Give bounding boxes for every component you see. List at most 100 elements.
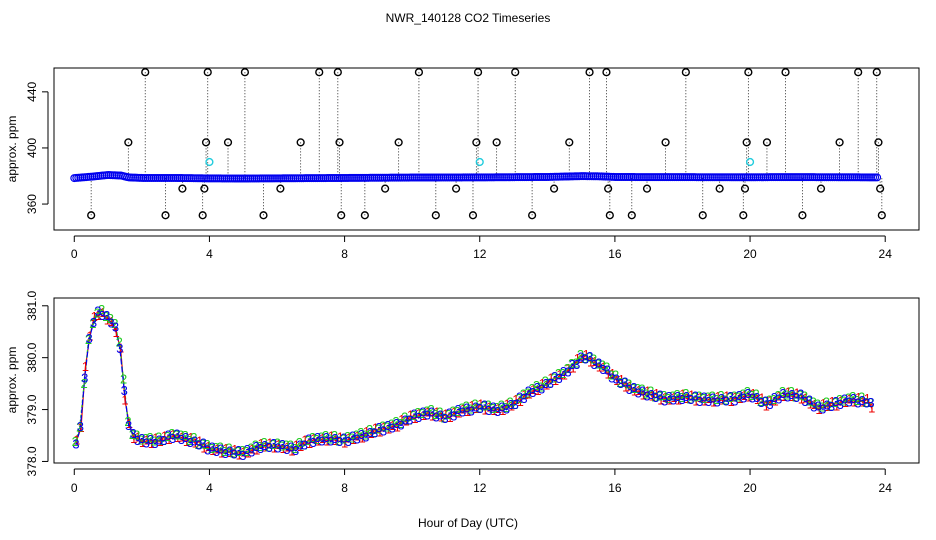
outlier-point <box>740 184 750 193</box>
series-2-marker: 2 <box>142 431 149 446</box>
outlier-point <box>315 68 324 77</box>
top-x-tick-label: 20 <box>743 247 757 261</box>
series-2-marker: 2 <box>788 384 795 399</box>
outlier-point <box>681 68 690 77</box>
series-1-marker: 1 <box>745 390 752 405</box>
series-3-marker: 3 <box>222 446 229 461</box>
series-3-marker: 3 <box>766 397 773 412</box>
series-2-marker: 2 <box>432 407 439 422</box>
series-3-marker: 3 <box>77 419 84 434</box>
series-3-marker: 3 <box>353 431 360 446</box>
series-1-marker: 1 <box>798 392 805 407</box>
outlier-point <box>642 184 652 193</box>
series-3-marker: 3 <box>586 349 593 364</box>
series-1-marker: 1 <box>460 402 467 417</box>
series-3-marker: 3 <box>481 398 488 413</box>
series-3-marker: 3 <box>832 394 839 409</box>
series-3-marker: 3 <box>437 408 444 423</box>
series-2-marker: 2 <box>669 389 676 404</box>
series-2-marker: 2 <box>195 437 202 452</box>
series-3-marker: 3 <box>349 429 356 444</box>
series-2-marker: 2 <box>133 428 140 443</box>
series-3-marker: 3 <box>129 426 136 441</box>
series-1-marker: 1 <box>811 397 818 412</box>
series-1-marker: 1 <box>279 441 286 456</box>
series-1-marker: 1 <box>758 391 765 406</box>
series-2-marker: 2 <box>146 430 153 445</box>
series-1-marker: 1 <box>148 436 155 451</box>
series-1-marker: 1 <box>622 380 629 395</box>
bottom-y-axis: 378.0 379.0 380.0 381.0 <box>25 290 49 476</box>
series-1-marker: 1 <box>521 387 528 402</box>
series-2-marker: 2 <box>695 389 702 404</box>
series-1-marker: 1 <box>271 440 278 455</box>
series-2-marker: 2 <box>638 381 645 396</box>
series-1-marker: 1 <box>424 404 431 419</box>
series-2-marker: 2 <box>203 437 210 452</box>
series-3-marker: 3 <box>753 390 760 405</box>
series-1-marker: 1 <box>310 431 317 446</box>
series-1-marker: 1 <box>165 432 172 447</box>
bottom-x-tick-label: 20 <box>743 481 757 495</box>
series-2-marker: 2 <box>164 429 171 444</box>
series-3-marker: 3 <box>718 391 725 406</box>
series-3-marker: 3 <box>239 448 246 463</box>
series-1-marker: 1 <box>95 308 102 323</box>
outlier-point <box>698 211 707 220</box>
outlier-point <box>414 68 424 77</box>
series-1-marker: 1 <box>503 396 510 411</box>
outlier-point <box>276 184 285 193</box>
series-3-marker: 3 <box>630 380 637 395</box>
series-3-marker: 3 <box>200 436 207 451</box>
series-2-marker: 2 <box>85 332 92 347</box>
series-2-marker: 2 <box>291 441 298 456</box>
series-1-marker: 1 <box>288 443 295 458</box>
series-1-marker: 1 <box>864 391 871 406</box>
series-3-marker: 3 <box>679 392 686 407</box>
outlier-point <box>872 68 881 77</box>
outlier-point <box>223 138 233 147</box>
series-3-marker: 3 <box>441 411 448 426</box>
series-2-marker: 2 <box>533 378 540 393</box>
series-2-marker: 2 <box>700 391 707 406</box>
series-3-marker: 3 <box>564 364 571 379</box>
series-2-marker: 2 <box>181 428 188 443</box>
series-3-marker: 3 <box>125 418 132 433</box>
series-2-marker: 2 <box>542 373 549 388</box>
series-2-line <box>74 308 871 455</box>
series-2-marker: 2 <box>783 387 790 402</box>
series-1-marker: 1 <box>143 433 150 448</box>
series-2-marker: 2 <box>344 429 351 444</box>
series-2-marker: 2 <box>630 381 637 396</box>
series-1-marker: 1 <box>332 433 339 448</box>
series-1-marker: 1 <box>253 443 260 458</box>
series-1-marker: 1 <box>842 395 849 410</box>
series-2-marker: 2 <box>353 428 360 443</box>
series-3-marker: 3 <box>823 398 830 413</box>
series-1-marker: 1 <box>684 391 691 406</box>
series-3-marker: 3 <box>608 370 615 385</box>
series-3-marker: 3 <box>156 432 163 447</box>
outlier-point <box>602 68 611 77</box>
series-1-marker: 1 <box>266 435 273 450</box>
series-2-marker: 2 <box>322 428 329 443</box>
series-2-marker: 2 <box>217 440 224 455</box>
series-1-marker: 1 <box>306 436 313 451</box>
series-2-marker: 2 <box>634 381 641 396</box>
series-1-marker: 1 <box>635 383 642 398</box>
series-3-marker: 3 <box>731 393 738 408</box>
series-3-marker: 3 <box>310 435 317 450</box>
series-2-marker: 2 <box>568 356 575 371</box>
series-3-marker: 3 <box>635 385 642 400</box>
top-points <box>70 68 886 220</box>
outlier-point <box>742 138 751 147</box>
outlier-point <box>431 211 440 220</box>
series-2-marker: 2 <box>449 403 456 418</box>
series-1-marker: 1 <box>121 393 128 408</box>
series-2-marker: 2 <box>770 392 777 407</box>
series-1-marker: 1 <box>359 430 366 445</box>
series-2-marker: 2 <box>537 380 544 395</box>
series-3-marker: 3 <box>696 394 703 409</box>
bottom-x-tick-label: 0 <box>71 481 78 495</box>
series-1-marker: 1 <box>372 421 379 436</box>
